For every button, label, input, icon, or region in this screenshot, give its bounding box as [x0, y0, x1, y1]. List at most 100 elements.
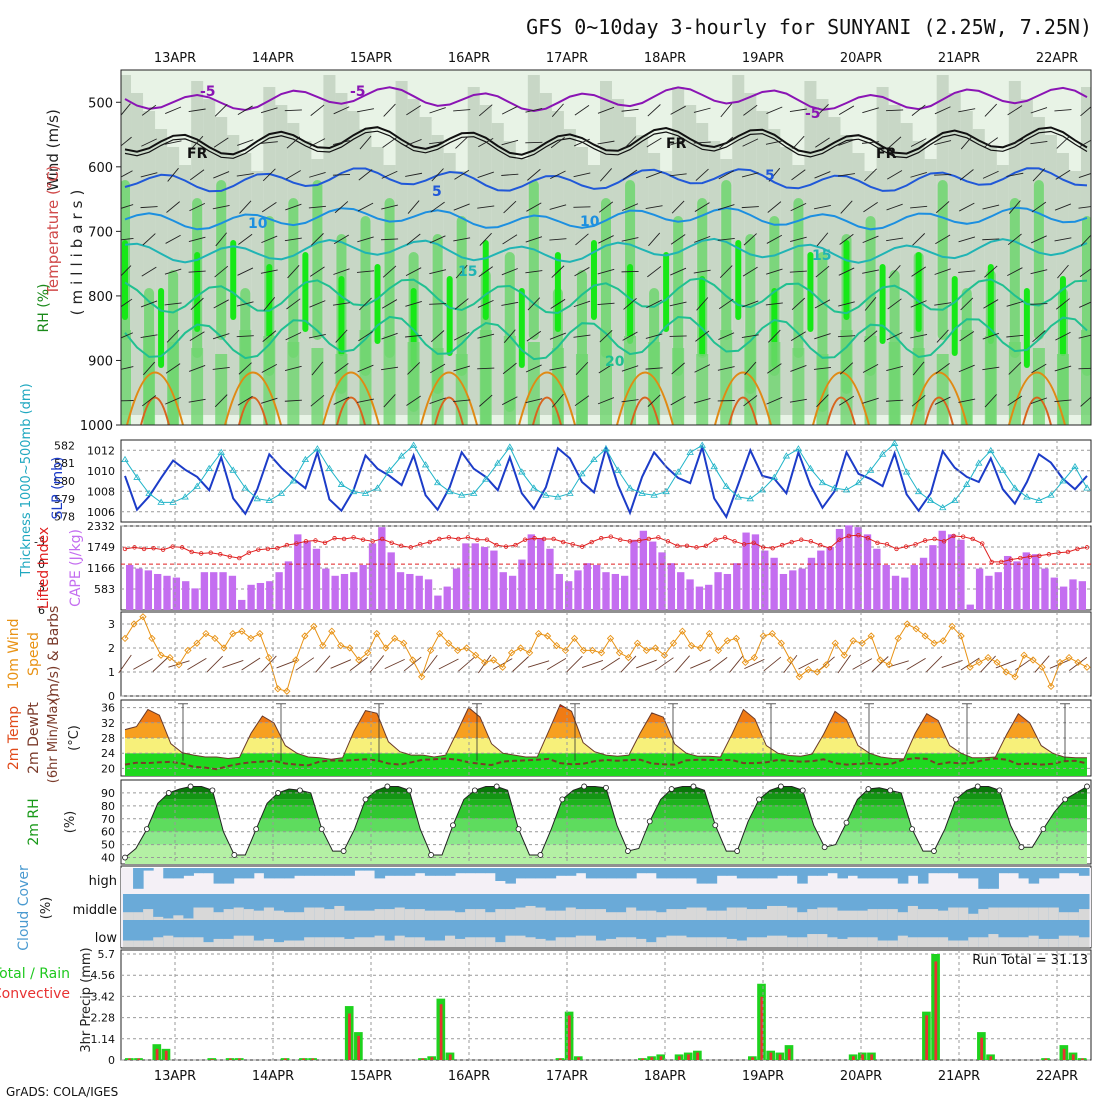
precip-frame	[120, 949, 1092, 1061]
wind-barb	[369, 655, 385, 673]
rh-point	[865, 786, 872, 792]
cape-bar	[508, 575, 517, 610]
li-point	[237, 555, 242, 561]
rh-shade-green	[1009, 198, 1020, 358]
cloud-low-bar	[636, 920, 647, 947]
thickness-point	[145, 489, 153, 496]
wind-barb	[381, 170, 398, 179]
cloud-clear-bar	[123, 912, 134, 920]
wind-barb	[121, 136, 132, 149]
cloud-low-bar	[1038, 920, 1050, 947]
wind-speed-point	[534, 629, 543, 638]
wind-barb	[621, 399, 639, 403]
date-label-top: 14APR	[252, 51, 294, 66]
precip-conv-bar	[769, 1052, 773, 1060]
date-label-bottom: 13APR	[154, 1069, 196, 1084]
wind-barb	[910, 300, 927, 308]
cloud-high-bar	[545, 868, 557, 879]
wind-speed-point	[463, 644, 471, 652]
cloud-high-bar	[1018, 868, 1030, 879]
wind-speed-point	[346, 644, 354, 652]
li-point	[227, 554, 232, 559]
cloud-clear-bar	[787, 937, 798, 947]
li-point	[941, 539, 947, 544]
cloud-clear-bar	[374, 935, 386, 947]
li-point	[818, 542, 823, 548]
cloud-low-bar	[525, 920, 537, 947]
cloud-middle-bar	[213, 894, 225, 920]
rh-shade-mid	[515, 159, 528, 415]
cape-bar	[639, 530, 648, 610]
li-point	[551, 536, 556, 542]
wind-frame	[120, 611, 1092, 697]
cloud-clear-bar	[827, 937, 838, 947]
wind-barb	[864, 168, 877, 182]
cape-bar	[592, 564, 601, 610]
wind-barb	[527, 660, 550, 668]
wind-speed-point	[741, 658, 749, 667]
wind-barb	[188, 108, 206, 112]
rh-shade-bright	[302, 252, 309, 332]
cloud-low-bar	[263, 920, 275, 947]
rh-shade-green	[1033, 180, 1044, 340]
li-point	[379, 536, 385, 542]
cloud-low-bar	[817, 920, 828, 947]
cloud-clear-bar	[1028, 907, 1040, 920]
cloud-middle-bar	[505, 894, 516, 920]
rh-shade-mid	[612, 99, 625, 415]
wind-barb	[598, 363, 614, 374]
cloud-clear-bar	[807, 909, 818, 920]
wind-speed-point	[427, 646, 435, 655]
thickness-point	[494, 459, 502, 466]
wind-speed-point	[130, 620, 138, 628]
cloud-middle-bar	[163, 894, 174, 920]
cape-bar	[817, 550, 825, 610]
wind-speed-point	[184, 646, 192, 655]
cape-bar	[910, 564, 918, 610]
wind-barb	[852, 658, 873, 670]
cloud-middle-bar	[424, 894, 436, 920]
wind-barb	[213, 137, 229, 148]
wind-barb	[636, 659, 657, 669]
wind-barb	[403, 656, 422, 672]
cloud-high-bar	[958, 868, 969, 879]
li-label: Lifted Index	[36, 527, 52, 609]
precip-conv-bar	[641, 1058, 645, 1060]
wind-barb	[188, 398, 206, 403]
cape-bar	[135, 568, 143, 610]
wind-barb	[646, 299, 662, 309]
cloud-middle-bar	[1078, 894, 1090, 920]
wind-barb	[260, 107, 278, 114]
date-label-bottom: 19APR	[742, 1069, 784, 1084]
thickness-point	[518, 468, 526, 475]
cloud-clear-bar	[535, 907, 547, 920]
cloud-high-bar	[515, 868, 526, 879]
cloud-clear-bar	[545, 940, 557, 947]
thickness-point	[385, 466, 394, 473]
cape-bar	[303, 541, 311, 610]
wind-barb	[838, 301, 855, 307]
wind-barb	[995, 659, 1017, 669]
wind-barb	[333, 234, 350, 245]
cloud-clear-bar	[958, 907, 969, 920]
cape-bar	[219, 572, 227, 610]
cloud-low-bar	[756, 920, 768, 947]
cloud-middle-bar	[243, 894, 255, 920]
cloud-clear-bar	[787, 907, 798, 920]
cloud-clear-bar	[595, 909, 607, 920]
thickness-point	[686, 448, 694, 455]
thickness-point	[662, 487, 670, 495]
wind-barb	[886, 332, 903, 341]
cloud-clear-bar	[334, 905, 345, 920]
rh-tick-label: 90	[101, 787, 115, 800]
wind-barb	[215, 232, 227, 247]
wind-barb	[188, 365, 206, 372]
cloud-middle-bar	[354, 894, 365, 920]
cloud-clear-bar	[344, 910, 355, 920]
wind-barb	[501, 301, 519, 306]
cloud-low-bar	[706, 920, 718, 947]
li-point	[722, 535, 728, 540]
cape-bar	[1022, 552, 1030, 610]
wind-barb	[862, 269, 880, 274]
